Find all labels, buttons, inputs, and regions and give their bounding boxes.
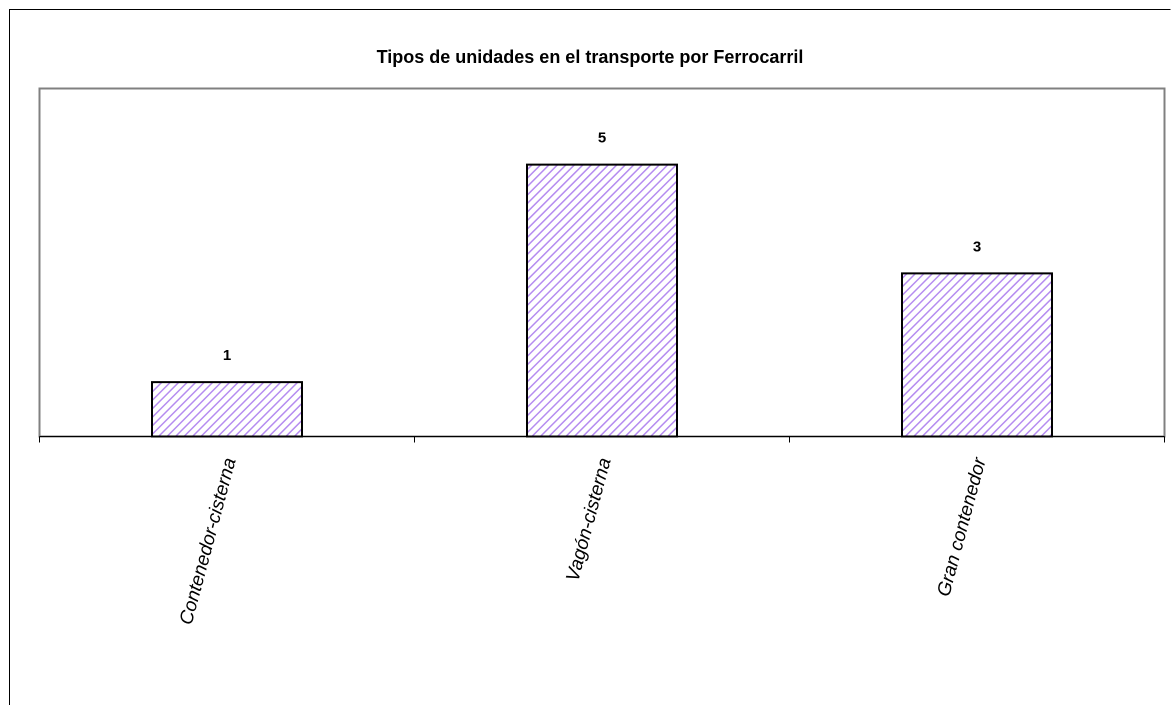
bar <box>901 272 1053 438</box>
bar <box>151 381 303 438</box>
bar <box>526 163 678 438</box>
x-tick-label: Contenedor-cisterna <box>176 456 241 627</box>
data-label: 1 <box>223 347 231 364</box>
data-label: 5 <box>598 130 606 147</box>
chart-frame <box>9 9 1171 705</box>
x-tick-label: Vagón-cisterna <box>562 456 615 584</box>
data-label: 3 <box>973 238 981 255</box>
x-tick-label: Gran contenedor <box>933 455 990 599</box>
chart-title: Tipos de unidades en el transporte por F… <box>377 47 804 67</box>
